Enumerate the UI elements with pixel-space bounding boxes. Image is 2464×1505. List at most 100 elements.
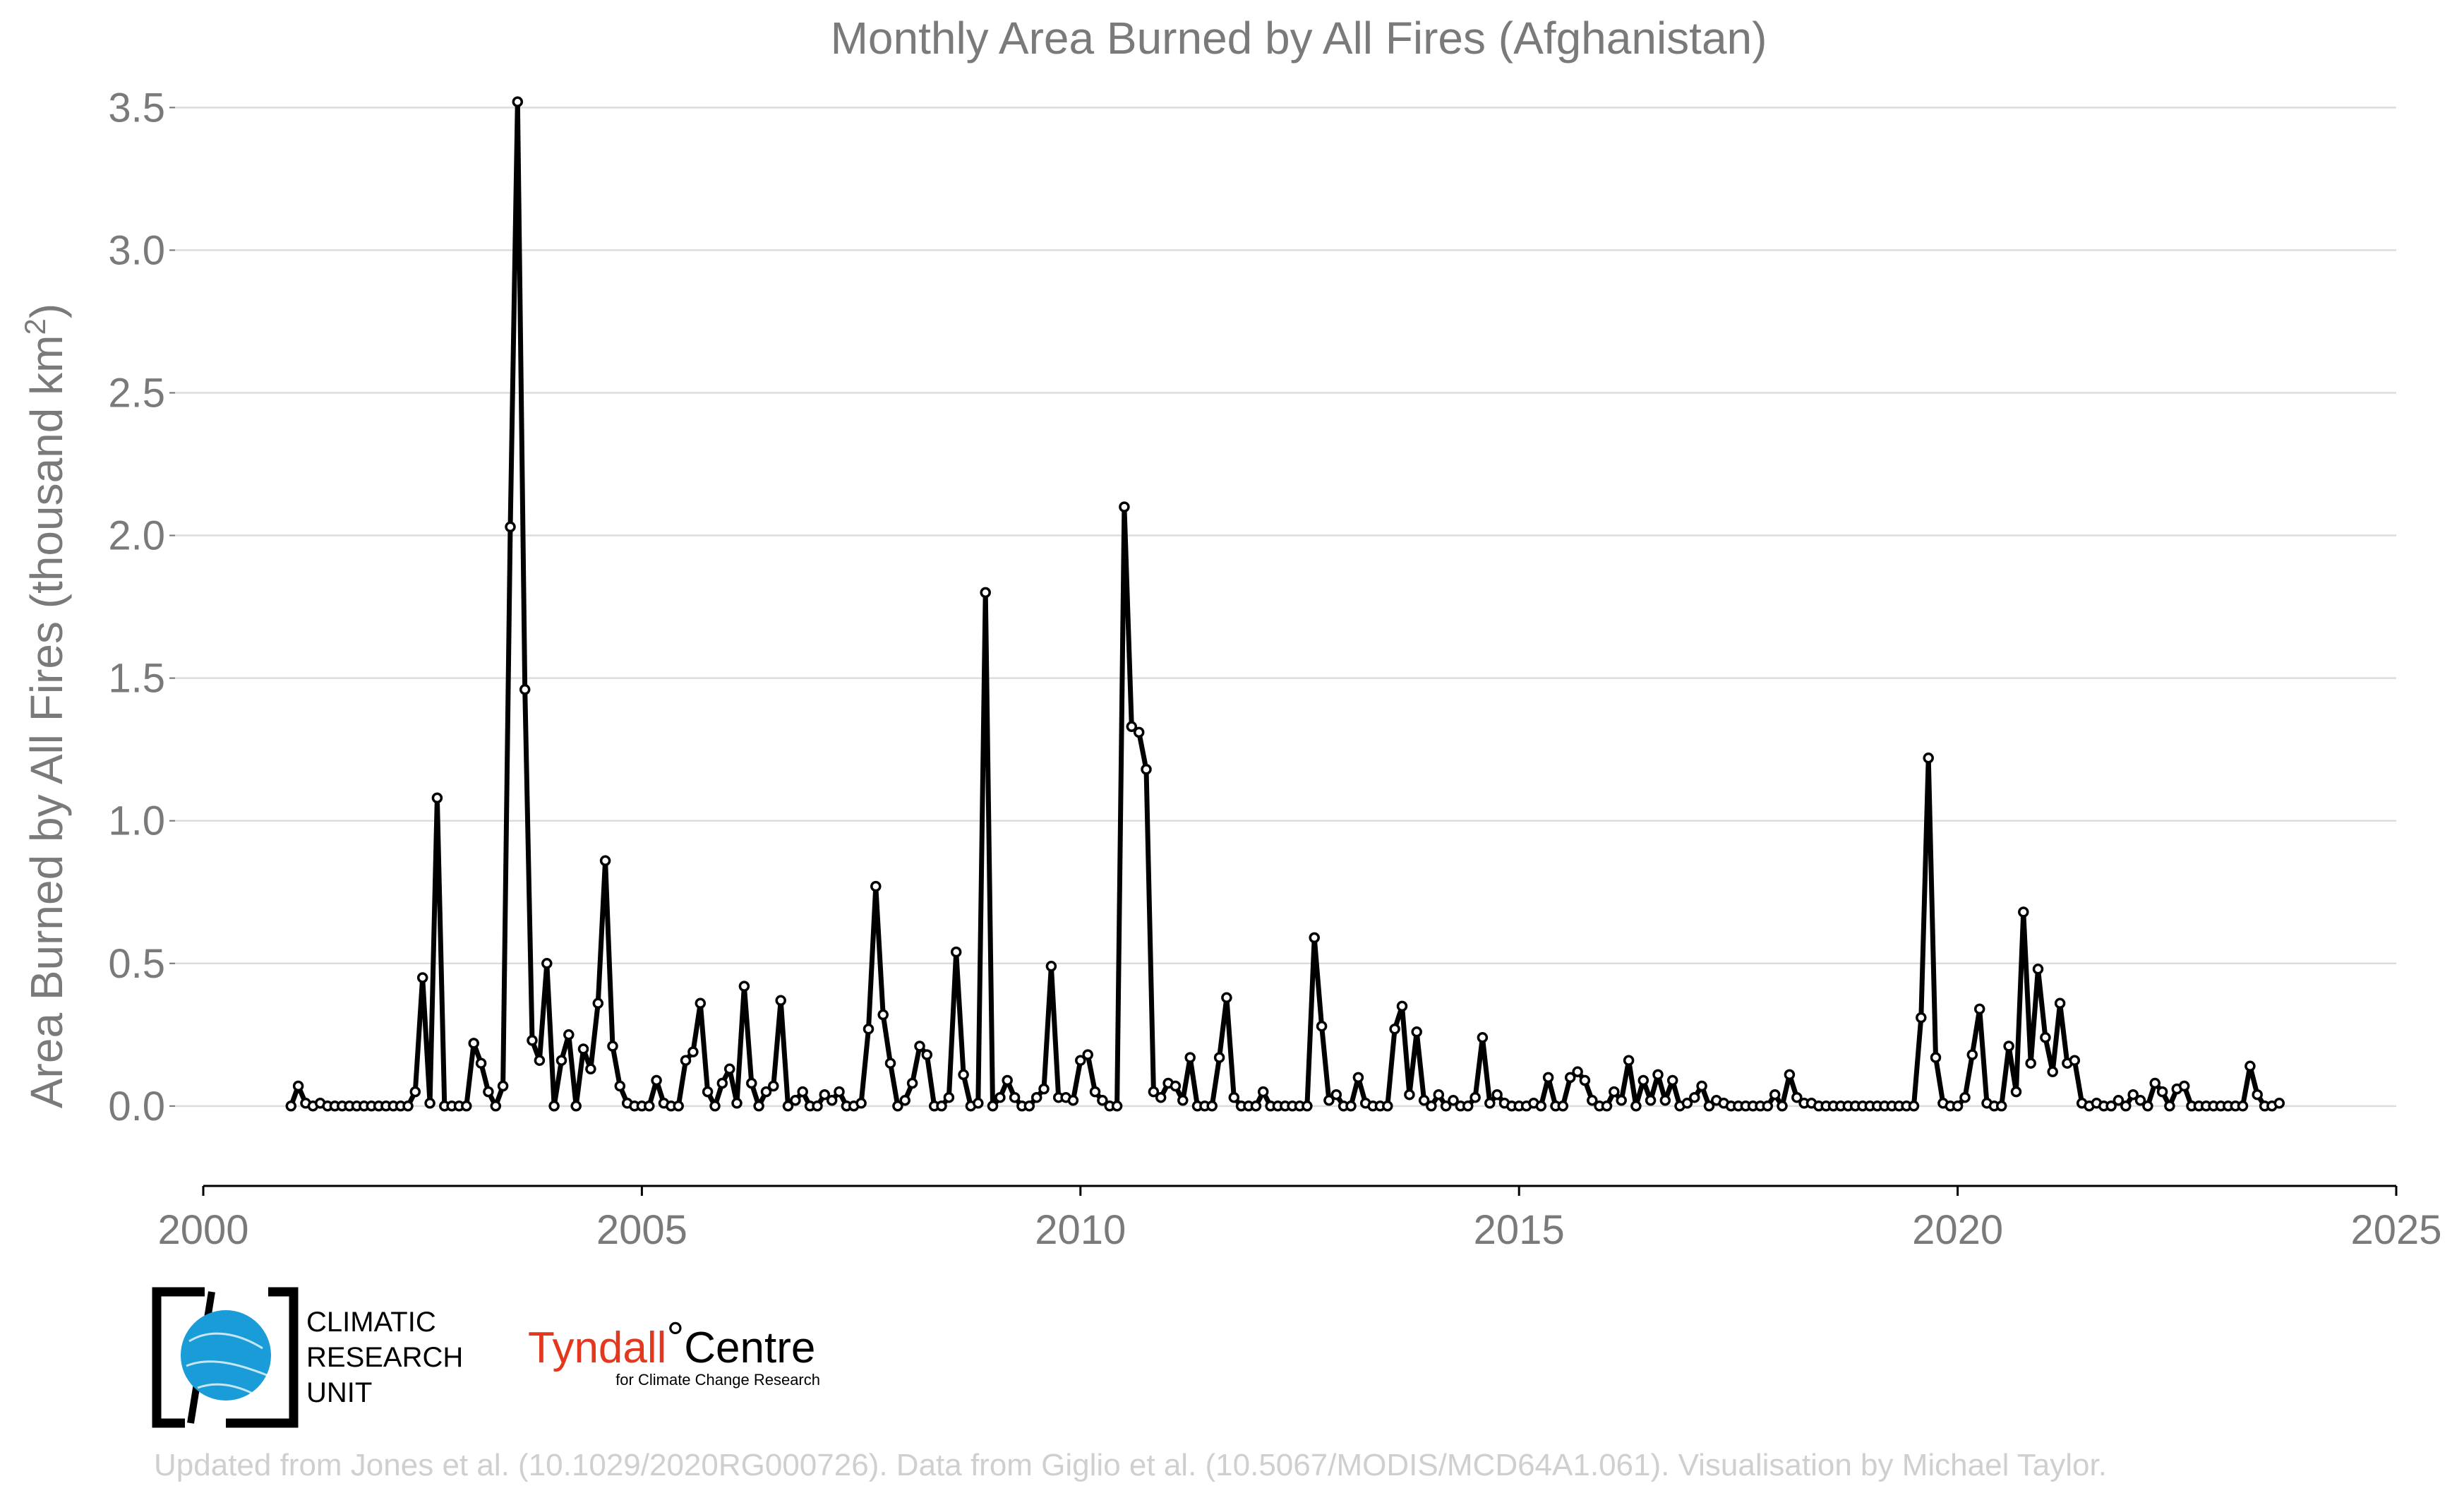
data-point — [1023, 1101, 1035, 1112]
data-point — [475, 1057, 487, 1069]
data-point — [2273, 1098, 2285, 1109]
data-point — [468, 1038, 479, 1049]
data-point — [855, 1098, 867, 1109]
data-point — [483, 1086, 494, 1098]
data-point — [1703, 1101, 1715, 1112]
data-point — [1316, 1020, 1328, 1032]
tyndall-logo: Tyndall°Centre for Climate Change Resear… — [528, 1314, 820, 1389]
data-point — [1309, 932, 1320, 944]
x-tick-label: 2025 — [2350, 1207, 2441, 1253]
data-point — [1155, 1091, 1167, 1103]
svg-text:Tyndall°Centre: Tyndall°Centre — [528, 1314, 815, 1372]
data-point — [2003, 1041, 2014, 1052]
data-point — [673, 1101, 684, 1112]
data-point — [768, 1080, 779, 1092]
y-tick-label: 0.5 — [108, 941, 165, 987]
data-point — [943, 1091, 955, 1103]
y-axis: 0.0 0.5 1.0 1.5 2.0 2.5 3.0 3.5 — [108, 85, 175, 1129]
data-point — [402, 1101, 414, 1112]
data-point — [1959, 1091, 1971, 1103]
data-point — [1345, 1101, 1357, 1112]
data-point — [1477, 1032, 1489, 1043]
data-point — [2127, 1089, 2139, 1101]
data-point — [1213, 1052, 1225, 1063]
data-point — [1579, 1074, 1591, 1086]
y-tick-label: 2.0 — [108, 513, 165, 559]
data-point — [1075, 1055, 1086, 1066]
data-point — [2047, 1066, 2058, 1078]
data-point — [1250, 1101, 1262, 1112]
data-point — [1572, 1066, 1583, 1078]
data-point — [709, 1101, 721, 1112]
data-point — [2054, 997, 2066, 1009]
cru-logo-line2: RESEARCH — [306, 1342, 463, 1373]
data-point — [461, 1101, 472, 1112]
data-point — [812, 1101, 823, 1112]
data-point — [1930, 1052, 1942, 1063]
data-point — [2134, 1095, 2146, 1106]
data-point — [1784, 1069, 1796, 1081]
series-line — [289, 99, 2280, 1109]
data-point — [819, 1089, 831, 1101]
data-point — [790, 1095, 801, 1106]
data-point — [1762, 1101, 1774, 1112]
data-point — [1966, 1049, 1978, 1060]
data-point — [541, 958, 553, 969]
tyndall-logo-name: Tyndall — [528, 1324, 666, 1372]
data-point — [1652, 1069, 1664, 1081]
data-point — [1426, 1101, 1437, 1112]
data-point — [1396, 1000, 1408, 1012]
data-point — [899, 1095, 911, 1106]
data-point — [1484, 1098, 1496, 1109]
cru-logo-bracket-right-icon — [226, 1287, 299, 1428]
data-point — [1038, 1083, 1050, 1095]
data-point — [1448, 1095, 1459, 1106]
data-point — [1089, 1086, 1101, 1098]
data-point — [1389, 1023, 1400, 1035]
chart-title: Monthly Area Burned by All Fires (Afghan… — [831, 13, 1767, 64]
data-point — [1609, 1086, 1620, 1098]
data-point — [2120, 1101, 2132, 1112]
x-tick-label: 2020 — [1912, 1207, 2003, 1253]
data-point — [1141, 764, 1152, 775]
data-point — [826, 1095, 838, 1106]
data-point — [1067, 1095, 1079, 1106]
y-tick-label: 2.5 — [108, 370, 165, 416]
data-point — [1323, 1095, 1335, 1106]
data-point — [973, 1098, 984, 1109]
data-point — [1462, 1101, 1474, 1112]
data-point — [1433, 1089, 1445, 1101]
y-axis-label-end: ) — [21, 304, 72, 318]
data-point — [1097, 1095, 1108, 1106]
data-point — [695, 997, 707, 1009]
y-tick-label: 3.0 — [108, 227, 165, 273]
y-tick-label: 1.5 — [108, 656, 165, 702]
data-point — [1616, 1095, 1627, 1106]
data-point — [416, 972, 428, 983]
cru-logo: CLIMATIC RESEARCH UNIT — [152, 1287, 463, 1428]
y-tick-label: 0.0 — [108, 1084, 165, 1129]
data-point — [1302, 1101, 1313, 1112]
data-point — [1601, 1101, 1613, 1112]
data-point — [651, 1074, 662, 1086]
data-point — [2069, 1055, 2081, 1066]
data-point — [2032, 964, 2044, 975]
y-tick-label: 3.5 — [108, 85, 165, 131]
data-point — [746, 1077, 757, 1089]
data-point — [1009, 1091, 1021, 1103]
data-point — [548, 1101, 560, 1112]
data-point — [1404, 1089, 1415, 1101]
data-point — [1119, 501, 1130, 512]
data-point — [884, 1057, 896, 1069]
x-tick-label: 2005 — [596, 1207, 687, 1253]
x-tick-label: 2015 — [1474, 1207, 1565, 1253]
data-point — [1221, 992, 1232, 1004]
data-point — [950, 946, 962, 958]
data-point — [599, 855, 611, 867]
data-point — [2113, 1095, 2125, 1106]
data-point — [424, 1098, 435, 1109]
cru-logo-line1: CLIMATIC — [306, 1307, 436, 1338]
data-point — [1228, 1091, 1240, 1103]
data-point — [519, 684, 531, 695]
data-point — [2142, 1101, 2153, 1112]
